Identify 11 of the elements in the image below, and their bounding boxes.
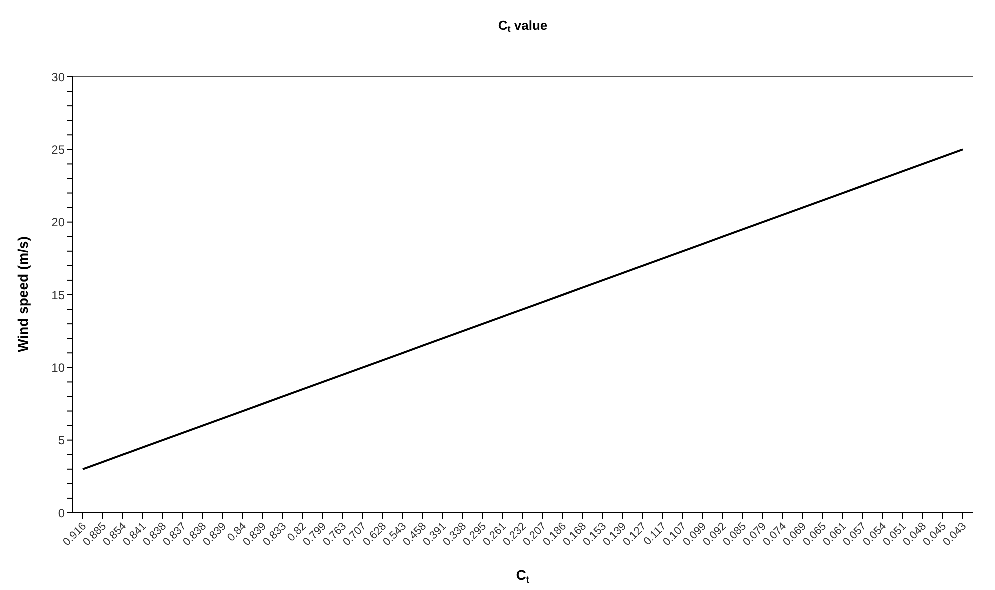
x-axis-title: C$_{t}$ xyxy=(516,567,530,586)
y-tick-label: 30 xyxy=(52,70,66,84)
chart-title: C$_{t}$ value xyxy=(498,18,548,34)
line-series xyxy=(82,148,964,470)
y-tick-label: 0 xyxy=(58,506,66,520)
y-tick-label: 5 xyxy=(58,434,66,448)
y-axis-title: Wind speed (m/s) xyxy=(15,236,31,352)
y-tick-label: 10 xyxy=(52,360,66,375)
y-tick-label: 15 xyxy=(52,288,66,302)
y-tick-label: 20 xyxy=(52,216,66,230)
y-tick-label: 25 xyxy=(52,142,66,157)
